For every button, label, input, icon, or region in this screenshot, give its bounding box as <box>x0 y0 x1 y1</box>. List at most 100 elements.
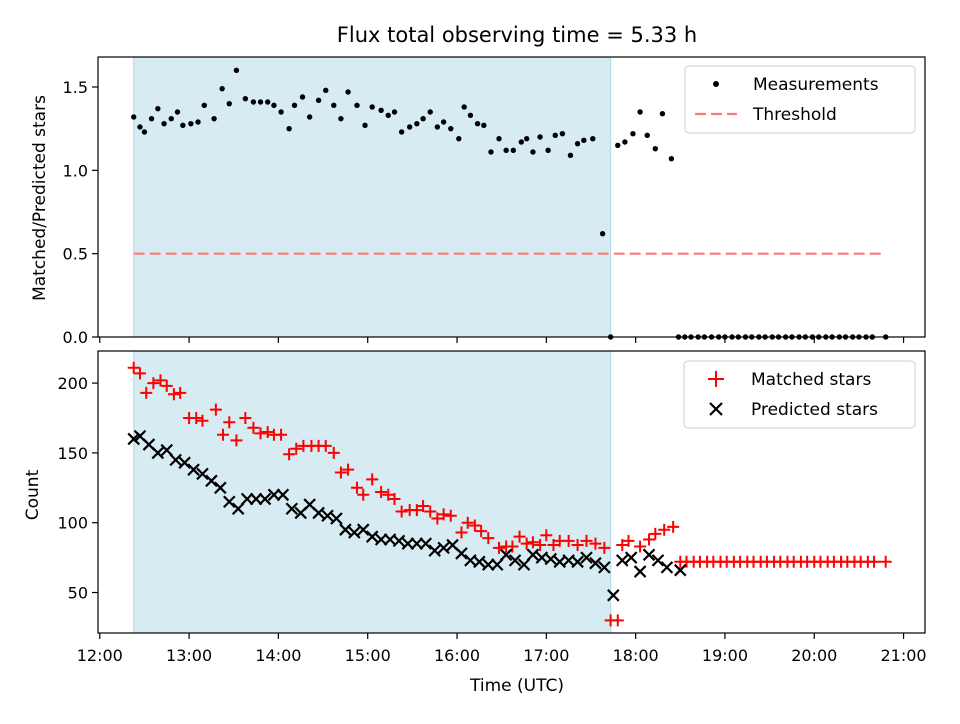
predicted-star-point <box>312 506 325 520</box>
matched-star-point <box>319 439 332 452</box>
predicted-star-point <box>651 554 665 567</box>
predicted-star-point <box>499 548 513 562</box>
predicted-star-point <box>321 509 334 523</box>
x-tick-label: 15:00 <box>345 646 391 665</box>
measurement-point <box>131 114 137 120</box>
top-panel: 0.0 0.5 1.0 1.5 Matched/Predicted stars Mea… <box>30 56 926 347</box>
matched-star-point <box>520 537 533 550</box>
matched-star-point <box>275 428 288 441</box>
measurement-point <box>567 152 574 159</box>
measurement-point <box>180 122 186 129</box>
matched-star-point <box>350 481 363 494</box>
matched-star-point <box>147 377 160 390</box>
matched-star-point <box>388 492 401 505</box>
measurement-point <box>659 110 666 117</box>
measurement-point <box>271 102 277 109</box>
matched-star-point <box>658 523 671 536</box>
measurement-point <box>668 155 675 162</box>
measurement-point <box>574 140 581 147</box>
predicted-star-point <box>607 589 620 602</box>
top-legend: Measurements Threshold <box>684 65 916 134</box>
predicted-star-point <box>348 526 361 539</box>
measurement-point <box>257 99 264 105</box>
measurement-point <box>615 142 621 149</box>
bottom-legend-box <box>683 360 916 429</box>
predicted-star-point <box>223 495 236 509</box>
measurement-point <box>362 122 368 129</box>
measurement-point <box>581 137 587 144</box>
measurement-point <box>391 109 398 115</box>
measurement-point <box>291 102 298 109</box>
predicted-star-point <box>633 565 647 578</box>
measurement-point <box>398 129 405 135</box>
predicted-star-point <box>214 481 227 495</box>
matched-star-point <box>334 466 347 479</box>
bottom-axes-frame <box>97 350 926 634</box>
matched-star-point <box>395 505 408 518</box>
measurement-point <box>652 145 658 152</box>
predicted-star-point <box>187 463 200 476</box>
legend-predicted-label: Predicted stars <box>751 400 878 420</box>
measurement-point <box>467 112 474 119</box>
matched-star-point <box>562 534 575 547</box>
matched-star-point <box>342 463 355 476</box>
measurement-point <box>323 87 329 94</box>
matched-star-point <box>649 527 662 540</box>
matched-star-point <box>133 367 146 380</box>
measurement-point <box>637 109 643 115</box>
top-y-tick-label: 1.5 <box>63 78 88 97</box>
predicted-star-point <box>374 533 388 546</box>
predicted-star-point <box>455 547 468 560</box>
legend-predicted-marker <box>709 402 723 416</box>
matched-star-point <box>634 540 647 553</box>
measurement-point <box>427 109 433 115</box>
measurement-point <box>545 147 551 154</box>
bottom-legend: Matched stars Predicted stars <box>683 360 916 429</box>
x-axis-label: Time (UTC) <box>469 676 564 696</box>
matched-star-point <box>217 428 230 441</box>
measurement-point <box>306 114 313 120</box>
measurement-point <box>510 147 516 154</box>
legend-matched-label: Matched stars <box>751 370 871 390</box>
predicted-star-point <box>240 492 254 506</box>
matched-star-point <box>611 614 624 627</box>
measurement-point <box>369 104 375 110</box>
measurement-point <box>559 130 566 137</box>
bottom-y-tick-label: 50 <box>68 584 88 603</box>
top-y-ticks: 0.0 0.5 1.0 1.5 <box>63 78 98 347</box>
top-shaded-span <box>133 56 612 338</box>
matched-star-point <box>431 512 444 525</box>
predicted-star-point <box>544 552 558 566</box>
predicted-star-point <box>571 555 584 569</box>
matched-star-point <box>455 526 468 539</box>
matched-star-point <box>357 488 370 501</box>
measurement-points <box>131 67 889 340</box>
predicted-star-point <box>490 558 504 571</box>
measurement-point <box>331 102 337 109</box>
matched-star-point <box>667 520 680 533</box>
matched-star-point <box>643 533 656 546</box>
matched-star-point <box>598 541 611 554</box>
bottom-shaded-span <box>133 350 612 634</box>
measurement-point <box>201 102 207 109</box>
matched-star-point <box>196 414 209 427</box>
measurement-point <box>286 125 292 132</box>
matched-star-point <box>437 508 450 521</box>
measurement-point <box>233 67 240 74</box>
predicted-star-point <box>598 561 611 574</box>
matched-star-point <box>209 403 222 416</box>
measurement-point <box>474 120 481 127</box>
measurement-point <box>414 120 420 127</box>
measurement-point <box>530 149 536 155</box>
x-tick-label: 20:00 <box>791 646 837 665</box>
bottom-y-ticks: 50 100 150 200 <box>57 374 98 603</box>
bottom-y-tick-label: 100 <box>57 514 88 533</box>
legend-measurements-marker <box>713 81 719 87</box>
matched-star-point <box>461 516 474 529</box>
measurement-point <box>174 109 181 115</box>
measurement-point <box>264 99 271 105</box>
predicted-star-point <box>580 551 593 564</box>
predicted-star-point <box>258 492 272 506</box>
measurement-point <box>420 115 426 122</box>
